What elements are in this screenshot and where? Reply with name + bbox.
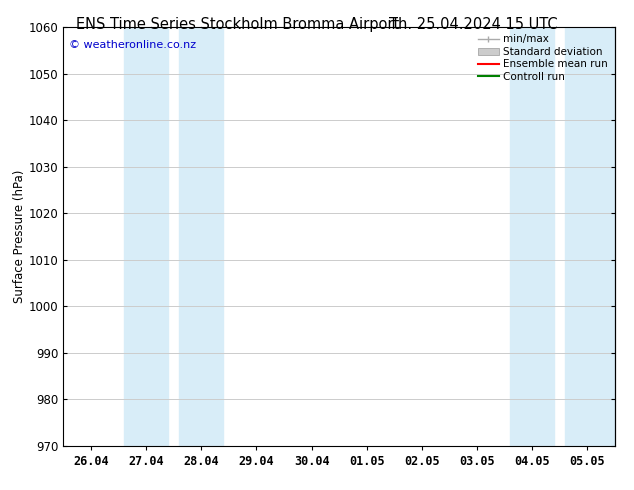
Bar xyxy=(124,27,168,446)
Legend: min/max, Standard deviation, Ensemble mean run, Controll run: min/max, Standard deviation, Ensemble me… xyxy=(476,32,610,84)
Text: © weatheronline.co.nz: © weatheronline.co.nz xyxy=(69,40,196,49)
Y-axis label: Surface Pressure (hPa): Surface Pressure (hPa) xyxy=(13,170,26,303)
Bar xyxy=(510,27,554,446)
Text: Th. 25.04.2024 15 UTC: Th. 25.04.2024 15 UTC xyxy=(389,17,558,32)
Bar xyxy=(566,27,615,446)
Bar xyxy=(179,27,223,446)
Text: ENS Time Series Stockholm Bromma Airport: ENS Time Series Stockholm Bromma Airport xyxy=(76,17,399,32)
